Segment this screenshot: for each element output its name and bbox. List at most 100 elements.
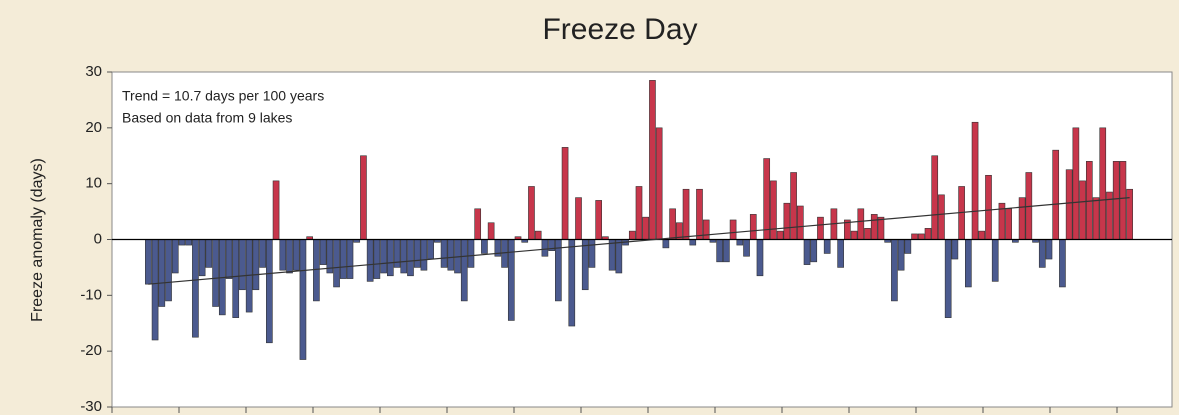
bar (850, 230, 858, 240)
bar (1052, 149, 1060, 240)
bar (440, 239, 448, 268)
bar (776, 230, 784, 240)
bar (756, 239, 764, 277)
bar (1005, 208, 1012, 240)
bar (864, 228, 871, 240)
bar (158, 239, 166, 307)
bar (205, 239, 213, 268)
bar (225, 239, 233, 279)
bar (1038, 239, 1046, 268)
bar (171, 239, 179, 274)
bar (319, 239, 327, 265)
bar (541, 239, 549, 257)
bar (447, 239, 455, 271)
bar (346, 239, 354, 279)
bar (272, 180, 280, 240)
bar (944, 239, 952, 318)
bar (380, 239, 387, 274)
bar (743, 239, 750, 257)
bar (917, 233, 925, 240)
bar (413, 239, 421, 268)
bar (716, 239, 723, 263)
bar (615, 239, 623, 274)
bar (1065, 169, 1073, 240)
bar (723, 239, 730, 263)
y-tick-label: 20 (85, 119, 102, 136)
bar (783, 202, 791, 240)
bar (568, 239, 576, 327)
bar (837, 239, 844, 268)
bar (1126, 188, 1133, 240)
bar (481, 239, 488, 254)
bar (702, 219, 710, 240)
bar (313, 239, 320, 302)
bar (339, 239, 347, 279)
bar (212, 239, 219, 307)
bar (803, 239, 811, 265)
y-axis-label: Freeze anomaly (days) (29, 158, 46, 322)
bar (145, 239, 152, 285)
bar (749, 214, 757, 240)
bar (817, 216, 824, 240)
bar (649, 80, 656, 240)
bar (427, 239, 434, 260)
bar (232, 239, 240, 318)
bar (1112, 161, 1120, 240)
bar (642, 216, 650, 240)
bar (796, 205, 804, 240)
bar (1099, 127, 1107, 240)
bar (991, 239, 999, 282)
bar (1092, 197, 1100, 240)
bar (655, 127, 663, 240)
bar (823, 239, 831, 254)
bar (460, 239, 468, 302)
bar (1119, 161, 1127, 240)
y-tick-label: 10 (85, 175, 102, 192)
bar (951, 239, 959, 260)
bar (581, 239, 589, 291)
bar (151, 239, 159, 341)
bar (729, 219, 737, 240)
bar (286, 239, 293, 274)
bar (192, 239, 199, 338)
bar (400, 239, 408, 274)
y-tick-label: -20 (80, 342, 102, 359)
trend-line (148, 197, 1130, 285)
bar (487, 222, 495, 240)
bar (897, 239, 905, 271)
bar (971, 121, 979, 240)
bar (931, 155, 939, 240)
bar (393, 239, 401, 268)
chart-title: Freeze Day (542, 13, 697, 46)
bar (1045, 239, 1053, 260)
bar (266, 239, 273, 344)
bar (239, 239, 246, 291)
bar (810, 239, 818, 263)
bar (360, 155, 367, 240)
bar (1072, 127, 1080, 240)
bar (877, 216, 885, 240)
bar (588, 239, 596, 268)
bar (373, 239, 381, 279)
bar (198, 239, 206, 277)
bar (534, 230, 542, 240)
bar (259, 239, 266, 268)
bar (763, 158, 771, 240)
bar (662, 239, 670, 249)
annotation: Trend = 10.7 days per 100 years (122, 88, 324, 104)
bar (595, 200, 602, 240)
bar (292, 239, 300, 271)
bar (366, 239, 374, 282)
bar (1059, 239, 1066, 288)
bar (938, 194, 945, 240)
bar (790, 172, 797, 240)
bar (252, 239, 260, 291)
bar (185, 239, 193, 246)
bar (924, 228, 932, 240)
bar (669, 208, 676, 240)
bar (891, 239, 898, 302)
bar (689, 239, 697, 246)
bar (736, 239, 744, 246)
bar (1018, 197, 1026, 240)
